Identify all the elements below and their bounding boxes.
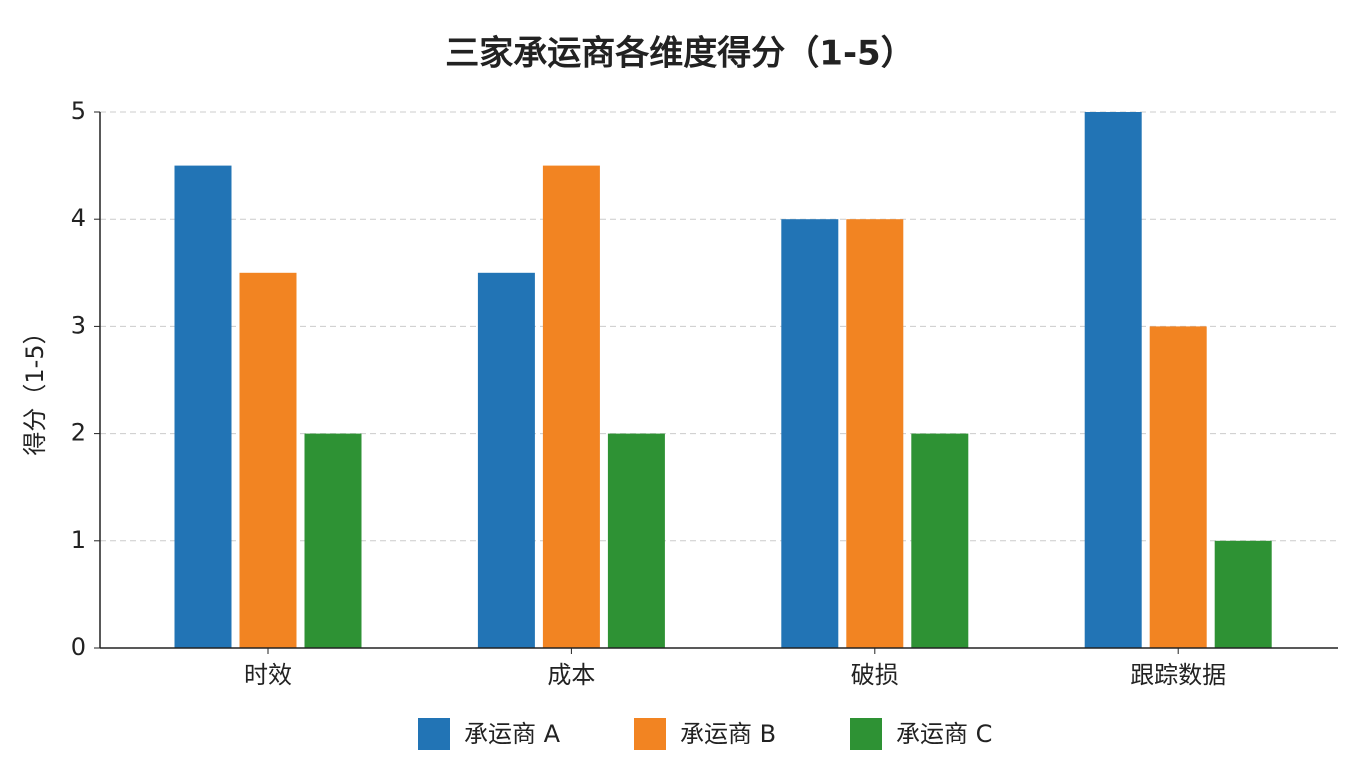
legend-swatch — [634, 718, 666, 750]
legend-label: 承运商 B — [680, 720, 776, 748]
bar — [781, 219, 839, 648]
bar — [174, 165, 232, 648]
bar — [607, 433, 665, 648]
bar — [1084, 112, 1142, 648]
y-tick-label: 3 — [71, 311, 86, 339]
chart-title: 三家承运商各维度得分（1-5） — [445, 34, 914, 74]
y-tick-label: 1 — [71, 526, 86, 554]
bar — [542, 165, 600, 648]
bar — [477, 272, 535, 648]
bar — [1149, 326, 1207, 648]
y-tick-label: 5 — [71, 97, 86, 125]
legend-swatch — [418, 718, 450, 750]
bar — [911, 433, 969, 648]
legend-label: 承运商 C — [896, 720, 992, 748]
x-tick-label: 跟踪数据 — [1130, 661, 1226, 689]
x-tick-label: 成本 — [547, 661, 595, 689]
bar — [239, 272, 297, 648]
y-axis-label: 得分（1-5） — [21, 320, 49, 455]
legend-label: 承运商 A — [464, 720, 561, 748]
bar — [846, 219, 904, 648]
y-tick-label: 0 — [71, 633, 86, 661]
y-tick-label: 4 — [71, 204, 86, 232]
legend-swatch — [850, 718, 882, 750]
bar — [304, 433, 362, 648]
x-tick-label: 破损 — [851, 661, 899, 689]
y-tick-label: 2 — [71, 419, 86, 447]
x-tick-label: 时效 — [244, 661, 292, 689]
bar — [1214, 540, 1272, 648]
